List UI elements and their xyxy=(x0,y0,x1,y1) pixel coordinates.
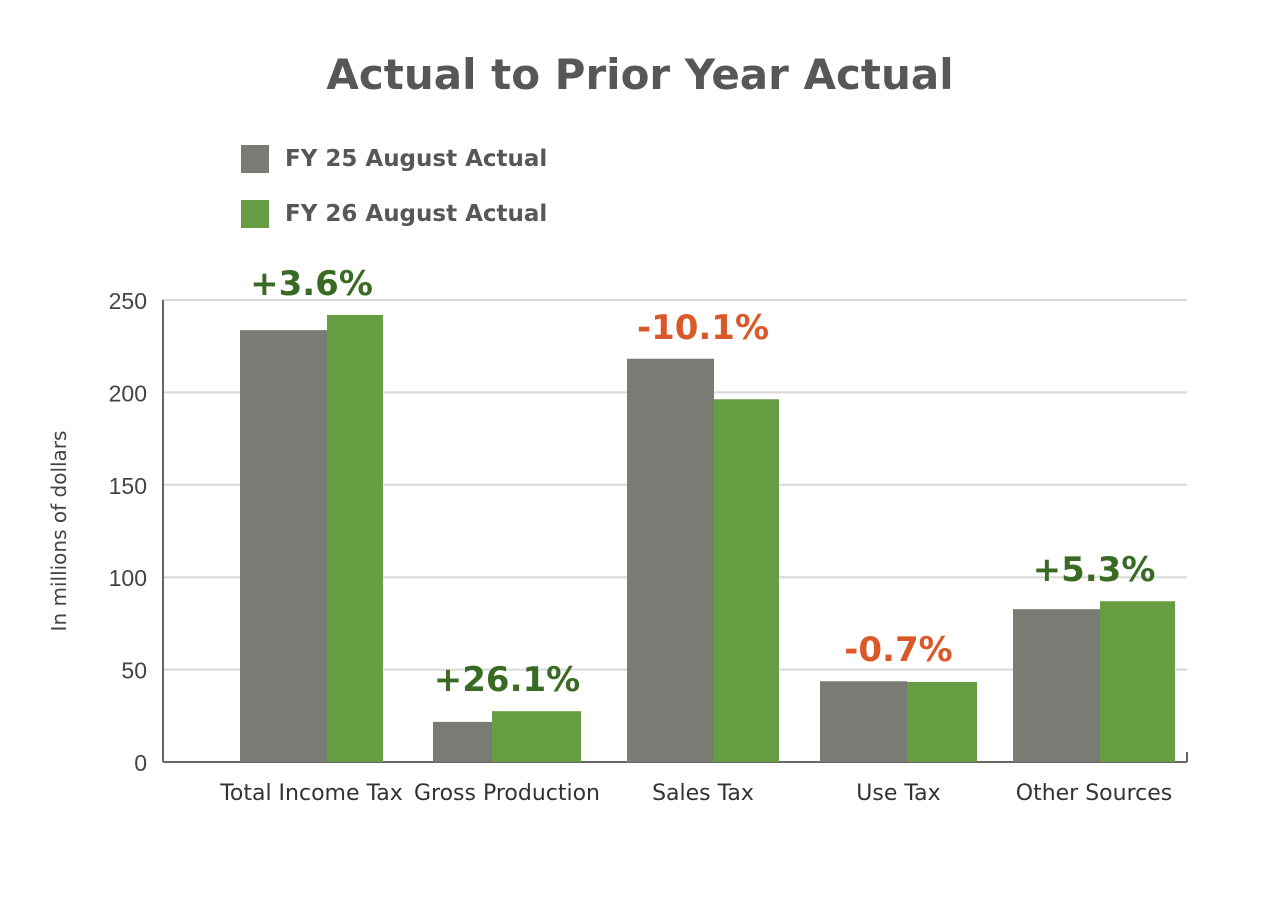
legend-swatch-fy25 xyxy=(241,145,269,173)
legend-label-fy26: FY 26 August Actual xyxy=(285,201,548,227)
y-tick-label: 100 xyxy=(109,565,147,591)
bar-fy26-0 xyxy=(327,314,383,762)
chart-title: Actual to Prior Year Actual xyxy=(326,50,954,99)
legend-label-fy25: FY 25 August Actual xyxy=(285,146,548,172)
x-tick-label: Sales Tax xyxy=(652,781,754,806)
x-tick-label: Total Income Tax xyxy=(219,781,403,806)
bar-fy25-3 xyxy=(820,681,907,762)
y-tick-label: 50 xyxy=(121,658,147,684)
x-tick-label: Gross Production xyxy=(414,781,600,806)
bar-fy26-3 xyxy=(907,681,977,762)
x-tick-label: Other Sources xyxy=(1016,781,1172,806)
bar-fy26-2 xyxy=(714,399,779,762)
y-tick-label: 0 xyxy=(134,750,147,776)
change-annotation: -0.7% xyxy=(844,630,952,670)
bar-fy25-0 xyxy=(240,330,327,762)
bar-fy26-1 xyxy=(492,711,581,762)
change-annotation: +5.3% xyxy=(1033,550,1156,590)
legend-item-fy25: FY 25 August Actual xyxy=(241,145,547,173)
bar-fy25-4 xyxy=(1013,609,1100,762)
x-tick-label: Use Tax xyxy=(856,781,940,806)
legend-item-fy26: FY 26 August Actual xyxy=(241,200,547,228)
change-annotation: +3.6% xyxy=(250,264,373,304)
y-tick-label: 150 xyxy=(109,473,147,499)
change-annotation: +26.1% xyxy=(434,660,580,700)
bar-fy26-4 xyxy=(1100,601,1175,762)
bar-fy25-2 xyxy=(627,358,714,762)
y-tick-label: 250 xyxy=(109,288,147,314)
change-annotation: -10.1% xyxy=(637,308,769,348)
y-axis-label: In millions of dollars xyxy=(47,431,71,632)
legend-swatch-fy26 xyxy=(241,200,269,228)
y-tick-label: 200 xyxy=(109,380,147,406)
